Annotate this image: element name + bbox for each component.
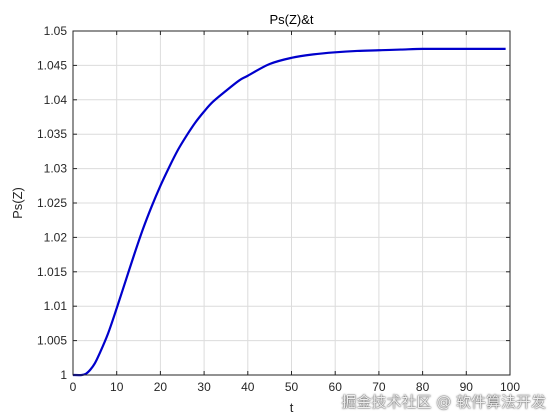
y-tick-label: 1.045 (37, 58, 67, 72)
y-tick-label: 1.05 (44, 24, 68, 38)
x-tick-label: 90 (460, 380, 474, 394)
chart-title: Ps(Z)&t (269, 12, 313, 27)
y-tick-label: 1.015 (37, 265, 67, 279)
x-tick-label: 30 (197, 380, 211, 394)
x-tick-label: 60 (329, 380, 343, 394)
tick-labels: 0 10 20 30 40 50 60 70 80 90 100 1 1.005 1.01 1.015 1.0… (37, 24, 520, 394)
x-tick-label: 0 (70, 380, 77, 394)
x-axis-label: t (290, 400, 294, 415)
y-tick-label: 1.01 (44, 299, 68, 313)
y-tick-label: 1 (60, 368, 67, 382)
x-tick-label: 40 (241, 380, 255, 394)
x-tick-label: 100 (500, 380, 520, 394)
y-axis-label: Ps(Z) (10, 187, 25, 219)
plot-frame (72, 30, 511, 376)
x-tick-label: 20 (154, 380, 168, 394)
watermark: 掘金技术社区 @ 软件算法开发 (341, 393, 546, 411)
y-tick-label: 1.03 (44, 162, 68, 176)
y-tick-label: 1.02 (44, 230, 68, 244)
y-tick-label: 1.04 (44, 93, 68, 107)
x-tick-label: 70 (372, 380, 386, 394)
y-tick-label: 1.035 (37, 127, 67, 141)
y-tick-label: 1.025 (37, 196, 67, 210)
x-tick-label: 10 (110, 380, 124, 394)
y-tick-label: 1.005 (37, 334, 67, 348)
x-tick-label: 50 (285, 380, 299, 394)
series-line (72, 47, 506, 377)
x-tick-label: 80 (416, 380, 430, 394)
